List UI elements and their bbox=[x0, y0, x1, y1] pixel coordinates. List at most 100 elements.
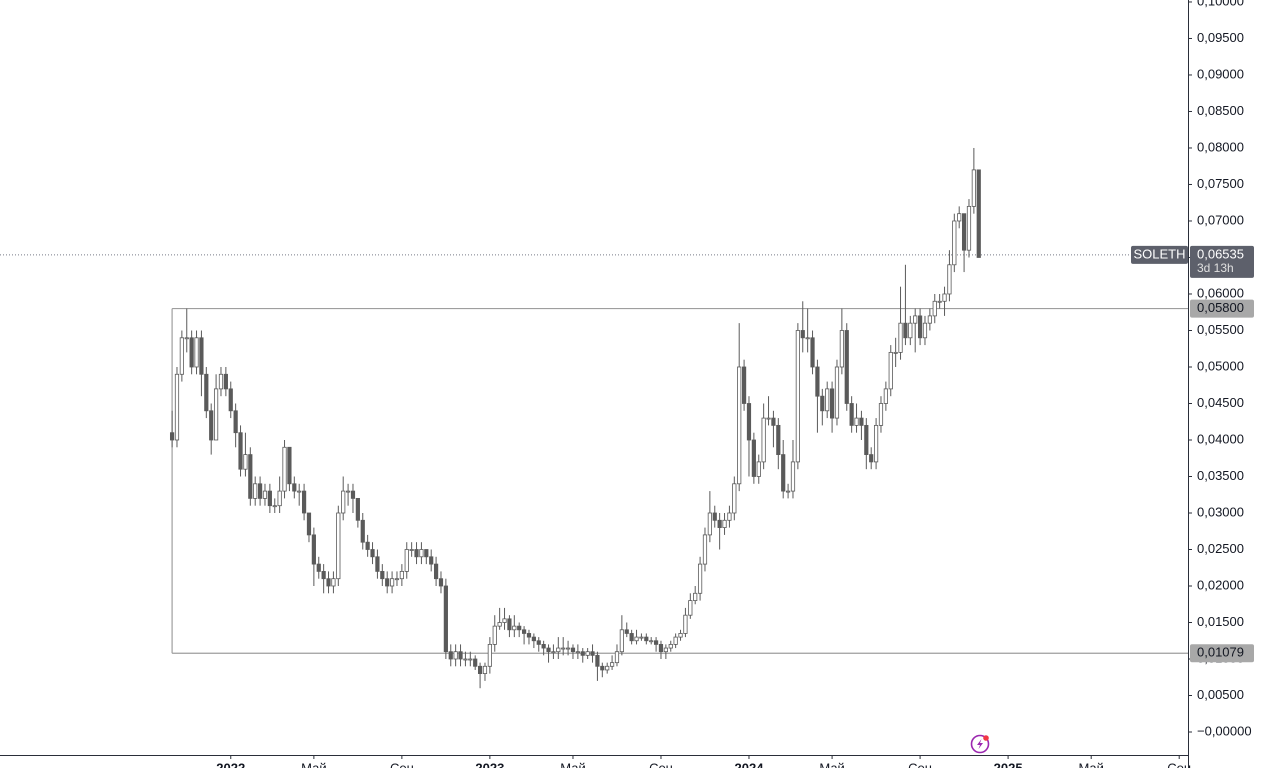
candle-body bbox=[795, 330, 800, 463]
candle-body bbox=[575, 651, 580, 654]
candle-body bbox=[605, 665, 610, 671]
x-tick-label: Май bbox=[301, 760, 326, 768]
candle-body bbox=[209, 410, 214, 441]
candle-body bbox=[722, 519, 727, 528]
y-tick-label: 0,04000 bbox=[1197, 431, 1244, 446]
candle-body bbox=[169, 432, 175, 441]
candle-body bbox=[878, 403, 884, 426]
candle-body bbox=[189, 337, 194, 368]
candle-body bbox=[927, 315, 932, 324]
x-tick-label: Май bbox=[819, 760, 844, 768]
candle-body bbox=[311, 534, 316, 565]
candle-body bbox=[668, 644, 673, 649]
y-tick-label: 0,03000 bbox=[1197, 504, 1244, 519]
y-tick-label: 0,01500 bbox=[1197, 614, 1244, 629]
candle-body bbox=[179, 337, 184, 375]
y-tick-label: 0,02000 bbox=[1197, 577, 1244, 592]
candle-body bbox=[937, 300, 942, 303]
candle-body bbox=[213, 388, 219, 441]
candle-body bbox=[883, 388, 888, 404]
candle-body bbox=[913, 315, 918, 324]
candle-body bbox=[243, 454, 248, 470]
candle-body bbox=[619, 629, 624, 653]
candle-body bbox=[653, 640, 659, 645]
candle-body bbox=[492, 625, 497, 645]
candle-body bbox=[512, 625, 517, 631]
candle-body bbox=[565, 647, 571, 650]
candle-body bbox=[473, 658, 478, 667]
candle-body bbox=[448, 651, 453, 660]
y-tick-label: 0,08500 bbox=[1197, 103, 1244, 118]
candle-body bbox=[932, 300, 937, 317]
candle-body bbox=[355, 497, 360, 521]
candle-body bbox=[600, 665, 605, 671]
y-tick-label: 0,07500 bbox=[1197, 176, 1244, 191]
x-tick-label: 2023 bbox=[475, 760, 504, 768]
alert-icon[interactable] bbox=[970, 734, 990, 754]
candle-body bbox=[580, 651, 585, 656]
candle-body bbox=[751, 439, 756, 477]
candle-body bbox=[829, 388, 835, 419]
candle-body bbox=[658, 644, 664, 653]
candle-body bbox=[438, 578, 444, 587]
candle-body bbox=[776, 424, 781, 455]
symbol-box bbox=[1131, 245, 1188, 264]
candle-body bbox=[556, 647, 561, 653]
candle-body bbox=[683, 614, 688, 634]
x-tick-label: Май bbox=[1078, 760, 1103, 768]
candle-body bbox=[585, 651, 590, 656]
candle-body bbox=[634, 636, 639, 642]
candle-body bbox=[590, 651, 595, 656]
candle-body bbox=[971, 169, 976, 207]
candle-body bbox=[908, 322, 913, 339]
candle-body bbox=[849, 403, 854, 426]
y-tick-label: 0,08000 bbox=[1197, 139, 1244, 154]
level-price-label: 0,01079 bbox=[1197, 645, 1244, 660]
y-tick-label: 0,09000 bbox=[1197, 66, 1244, 81]
candle-body bbox=[761, 417, 766, 463]
candle-body bbox=[815, 366, 820, 397]
candle-body bbox=[717, 519, 722, 528]
candle-body bbox=[531, 636, 536, 642]
candle-body bbox=[551, 651, 556, 654]
candle-body bbox=[693, 592, 698, 601]
y-tick-label: 0,05500 bbox=[1197, 322, 1244, 337]
candle-body bbox=[727, 512, 732, 521]
candle-body bbox=[223, 373, 228, 390]
candle-body bbox=[688, 600, 693, 616]
candle-body bbox=[917, 315, 923, 339]
candle-body bbox=[614, 651, 620, 664]
candle-body bbox=[282, 446, 287, 492]
countdown-label: 3d 13h bbox=[1197, 261, 1234, 275]
candle-body bbox=[487, 644, 492, 667]
candle-body bbox=[326, 578, 331, 587]
candle-body bbox=[238, 432, 243, 470]
candle-body bbox=[800, 330, 805, 339]
candle-body bbox=[521, 629, 527, 634]
candle-body bbox=[287, 446, 292, 485]
candle-body bbox=[952, 220, 957, 266]
candle-body bbox=[463, 658, 468, 661]
y-tick-label: 0,07000 bbox=[1197, 212, 1244, 227]
candle-body bbox=[341, 490, 346, 514]
candle-body bbox=[301, 490, 307, 514]
candle-body bbox=[429, 556, 434, 565]
y-tick-label: 0,05000 bbox=[1197, 358, 1244, 373]
candle-body bbox=[414, 549, 419, 558]
candle-body bbox=[375, 556, 380, 572]
candle-body bbox=[805, 337, 810, 340]
x-tick-label: 2025 bbox=[994, 760, 1023, 768]
candle-body bbox=[350, 490, 356, 499]
candle-body bbox=[702, 534, 708, 565]
candle-body bbox=[756, 461, 761, 477]
candle-body bbox=[546, 647, 551, 653]
candle-body bbox=[629, 633, 634, 642]
icon-dot bbox=[983, 735, 989, 741]
candle-body bbox=[404, 549, 409, 572]
candle-body bbox=[253, 483, 258, 499]
candle-body bbox=[712, 512, 717, 521]
candle-body bbox=[306, 512, 312, 536]
candle-body bbox=[741, 366, 747, 404]
candle-body bbox=[888, 351, 893, 390]
